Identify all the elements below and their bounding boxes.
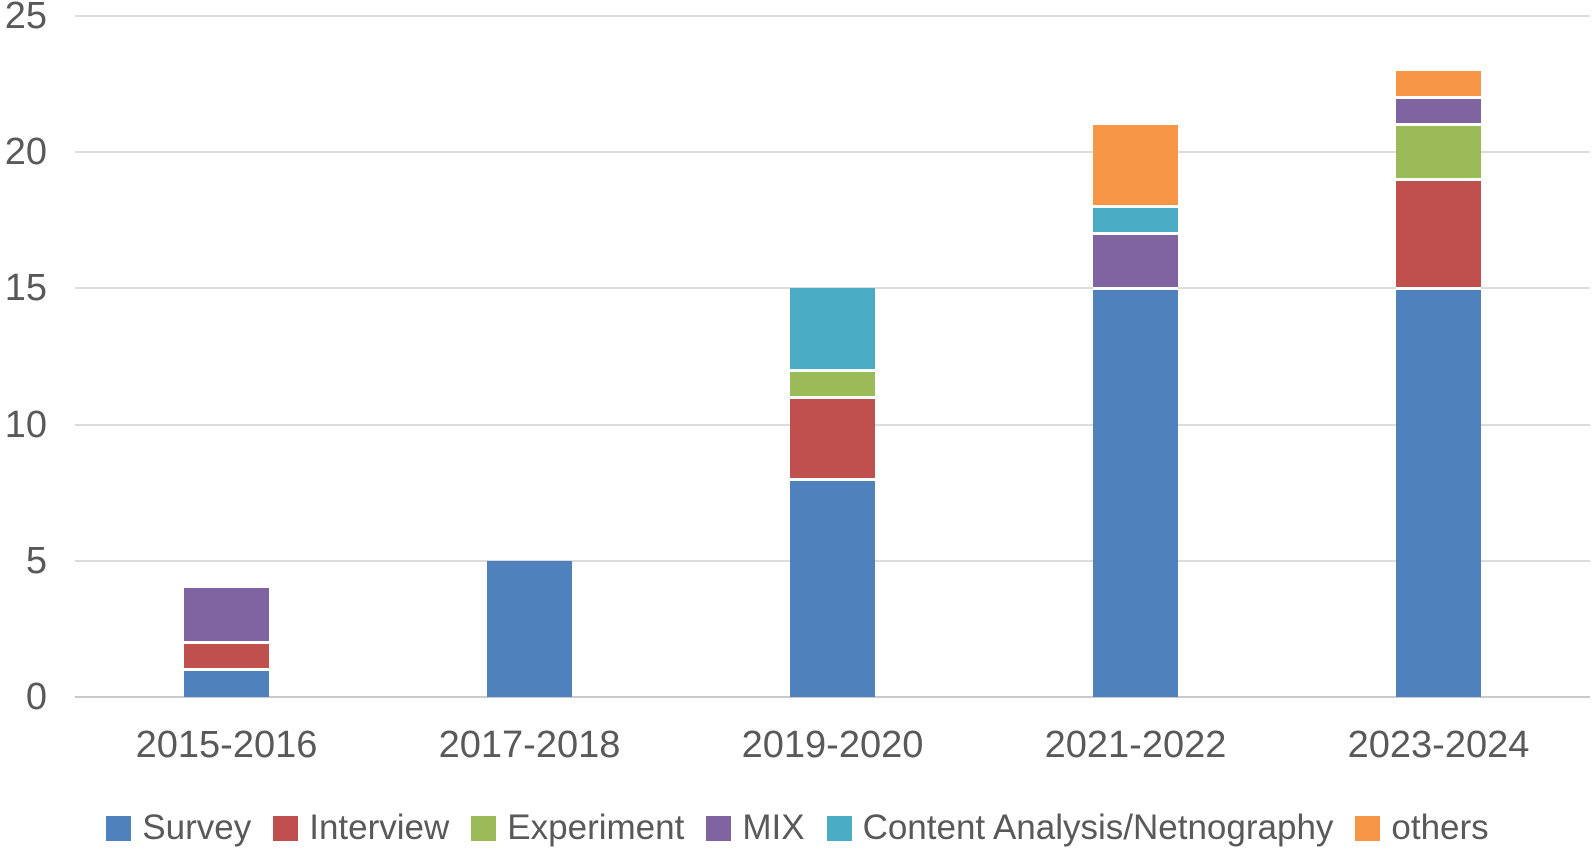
bar-segment-interview (184, 642, 269, 670)
y-tick-label: 25 (4, 0, 47, 37)
bar-segment-content-analysis-netnography (1093, 206, 1178, 234)
legend-swatch (106, 815, 132, 841)
bar-segment-experiment (790, 370, 875, 398)
bar-segment-survey (184, 669, 269, 697)
legend-swatch (471, 815, 497, 841)
segment-separator (1396, 123, 1481, 127)
legend-label: others (1391, 808, 1489, 847)
x-tick-label: 2017-2018 (438, 724, 621, 766)
legend-item-mix: MIX (706, 806, 805, 850)
bar-segment-survey (1093, 288, 1178, 697)
bar-segment-survey (1396, 288, 1481, 697)
legend-swatch (1355, 815, 1381, 841)
segment-separator (790, 477, 875, 481)
gridline (75, 15, 1590, 17)
bar-segment-mix (1093, 233, 1178, 289)
legend-label: MIX (742, 808, 805, 847)
legend-label: Interview (309, 808, 450, 847)
y-tick-label: 15 (4, 267, 47, 310)
bar-segment-others (1396, 70, 1481, 98)
bar-segment-interview (1396, 179, 1481, 289)
legend: Survey Interview Experiment MIX Content Anal… (0, 806, 1595, 850)
legend-label: Survey (142, 808, 252, 847)
y-tick-label: 0 (25, 676, 47, 718)
segment-separator (1093, 232, 1178, 236)
x-axis: 2015-2016 2017-2018 2019-2020 2021-2022 2023… (75, 722, 1590, 774)
bar-segment-interview (790, 397, 875, 480)
y-tick-label: 5 (25, 539, 47, 582)
bar-segment-experiment (1396, 124, 1481, 180)
legend-label: Experiment (507, 808, 685, 847)
segment-separator (1093, 205, 1178, 209)
segment-separator (184, 668, 269, 672)
bar-segment-survey (487, 560, 572, 697)
legend-swatch (273, 815, 299, 841)
segment-separator (1396, 96, 1481, 100)
x-tick-label: 2023-2024 (1347, 724, 1530, 766)
x-tick-label: 2019-2020 (741, 724, 924, 766)
segment-separator (790, 368, 875, 372)
legend-swatch (826, 815, 852, 841)
legend-item-interview: Interview (273, 806, 449, 850)
legend-item-content-analysis-netnography: Content Analysis/Netnography (826, 806, 1334, 850)
x-tick-label: 2015-2016 (135, 724, 318, 766)
segment-separator (1093, 286, 1178, 290)
segment-separator (184, 641, 269, 645)
plot-area (75, 15, 1590, 698)
y-axis: 0 5 10 15 20 25 (0, 0, 55, 718)
bar-segment-others (1093, 124, 1178, 207)
x-tick-label: 2021-2022 (1044, 724, 1227, 766)
x-axis-line (75, 696, 1590, 698)
segment-separator (1396, 177, 1481, 181)
legend-item-survey: Survey (106, 806, 251, 850)
gridline (75, 151, 1590, 154)
bar-segment-content-analysis-netnography (790, 288, 875, 371)
legend-item-others: others (1355, 806, 1489, 850)
y-tick-label: 20 (4, 131, 47, 174)
gridline (75, 287, 1590, 290)
bar-segment-mix (1396, 97, 1481, 125)
y-tick-label: 10 (4, 403, 47, 446)
bar-segment-mix (184, 588, 269, 643)
segment-separator (790, 395, 875, 399)
segment-separator (1396, 286, 1481, 290)
legend-label: Content Analysis/Netnography (862, 808, 1334, 847)
bar-segment-survey (790, 479, 875, 697)
legend-item-experiment: Experiment (471, 806, 684, 850)
legend-swatch (706, 815, 732, 841)
